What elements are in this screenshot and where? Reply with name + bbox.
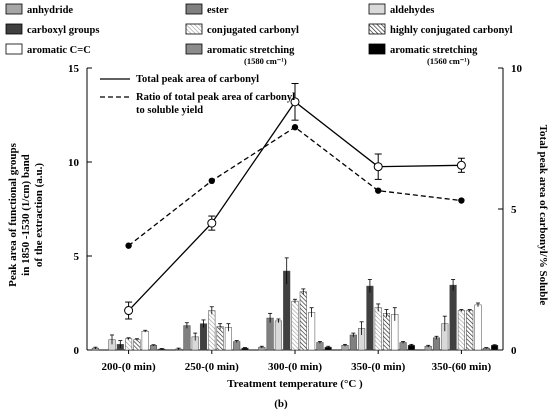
legend-aromatic-stretching-1580-label: aromatic stretching — [207, 45, 295, 56]
right-tick-label: 0 — [511, 345, 517, 357]
legend-aldehydes-label: aldehydes — [390, 5, 434, 16]
bar-ester — [432, 337, 441, 351]
left-axis-title: Peak area of functional groups in 1850 -1… — [7, 142, 45, 287]
bar-ester — [266, 317, 274, 351]
bar-conjugated-carbonyl — [374, 307, 382, 351]
bar-carboxyl-groups — [199, 323, 208, 351]
x-tick-label: 350-(60 min) — [432, 361, 492, 373]
bar-conjugated-carbonyl — [208, 310, 216, 351]
x-tick-label: 250-(0 min) — [185, 361, 239, 373]
legend-aromatic-stretching-1560-label: aromatic stretching — [390, 45, 478, 56]
legend-anhydride-label: anhydride — [27, 5, 73, 16]
bar-aromatic-stretching — [149, 345, 158, 351]
legend-anhydride-swatch — [5, 3, 23, 15]
legend-highly-conjugated-carbonyl-swatch — [368, 23, 386, 35]
legend-aromatic-stretching-1580-swatch — [185, 43, 203, 55]
legend: anhydride ester aldehydes carboxyl groups co… — [5, 3, 513, 66]
bar-conjugated-carbonyl — [291, 300, 299, 351]
line-total-peak-area-of-carbonyl — [128, 100, 462, 311]
bar-highly-conjugated-carbonyl — [382, 313, 391, 351]
legend-conjugated-carbonyl-label: conjugated carbonyl — [207, 25, 299, 36]
line-legend-total-label: Total peak area of carbonyl — [136, 74, 259, 85]
legend-aldehydes-swatch — [368, 3, 386, 15]
bar-highly-conjugated-carbonyl — [299, 291, 307, 351]
left-axis-title-line: of the extraction (a.u.) — [33, 163, 45, 268]
bar-highly-conjugated-carbonyl — [133, 339, 141, 351]
left-tick-label: 5 — [74, 251, 80, 263]
point-open-circle — [456, 160, 466, 170]
x-tick-label: 300-(0 min) — [268, 361, 322, 373]
point-filled-circle — [291, 124, 299, 131]
point-filled-circle — [125, 242, 132, 249]
bar-aldehydes — [274, 320, 282, 351]
right-axis-title: Total peak area of carbonyl/% Soluble — [537, 125, 549, 306]
legend-aromatic-stretching-1560-wavenumber: (1560 cm⁻¹) — [427, 56, 470, 66]
right-tick-label: 5 — [511, 204, 517, 216]
figure-caption: (b) — [274, 398, 288, 410]
left-tick-label: 15 — [68, 63, 80, 75]
x-axis-title: Treatment temperature (°C ) — [227, 378, 363, 390]
point-filled-circle — [208, 177, 215, 184]
left-tick-label: 10 — [68, 157, 80, 169]
legend-carboxyl-groups-swatch — [5, 23, 23, 35]
bar-aromatic-stretching — [233, 341, 241, 351]
line-legend-ratio-label: Ratio of total peak area of carbonyl — [136, 92, 295, 103]
bar-aromatic-stretching — [399, 342, 407, 351]
plot-area: 0 5 10 15 0 5 10 200-(0 min) 250-(0 min) 300-(0 m… — [68, 63, 523, 373]
point-filled-circle — [375, 187, 382, 194]
x-tick-label: 350-(0 min) — [351, 361, 405, 373]
line-legend-ratio-label-line2: to soluble yield — [136, 105, 203, 116]
bar-carboxyl-groups — [449, 284, 457, 351]
bar-aromatic-c-c — [141, 330, 149, 351]
bar-conjugated-carbonyl — [457, 310, 465, 351]
line-ratio-of-total-peak-area-of-carbonyl — [128, 126, 462, 247]
point-open-circle — [124, 306, 134, 316]
bar-aromatic-stretching — [316, 342, 324, 351]
bar-aromatic-c-c — [308, 312, 316, 351]
bar-conjugated-carbonyl — [125, 338, 133, 351]
bar-ester — [183, 325, 191, 351]
bar-aromatic-stretching — [491, 345, 499, 351]
legend-highly-conjugated-carbonyl-label: highly conjugated carbonyl — [390, 25, 513, 36]
legend-ester-label: ester — [207, 5, 229, 16]
line-legend: Total peak area of carbonyl Ratio of tota… — [100, 74, 295, 116]
legend-conjugated-carbonyl-swatch — [185, 23, 203, 35]
bar-highly-conjugated-carbonyl — [466, 310, 474, 351]
legend-aromatic-stretching-1580-wavenumber: (1580 cm⁻¹) — [244, 56, 287, 66]
x-tick-label: 200-(0 min) — [102, 361, 156, 373]
legend-aromatic-c-c-label: aromatic C=C — [27, 45, 91, 56]
point-filled-circle — [458, 197, 465, 204]
point-open-circle — [207, 218, 217, 228]
bar-carboxyl-groups — [366, 285, 374, 351]
point-open-circle — [290, 97, 300, 107]
left-axis-title-line: in 1850 -1530 (1/cm) band — [20, 154, 32, 276]
left-tick-label: 0 — [74, 345, 80, 357]
left-axis-title-line: Peak area of functional groups — [7, 142, 19, 287]
legend-ester-swatch — [185, 3, 203, 15]
bar-ester — [349, 334, 357, 351]
legend-carboxyl-groups-label: carboxyl groups — [27, 25, 99, 36]
legend-aromatic-stretching-1560-swatch — [368, 43, 386, 55]
right-tick-label: 10 — [511, 63, 523, 75]
legend-aromatic-c-c-swatch — [5, 43, 23, 55]
point-open-circle — [373, 162, 383, 172]
bar-highly-conjugated-carbonyl — [216, 326, 224, 351]
bar-aromatic-c-c — [474, 304, 482, 351]
